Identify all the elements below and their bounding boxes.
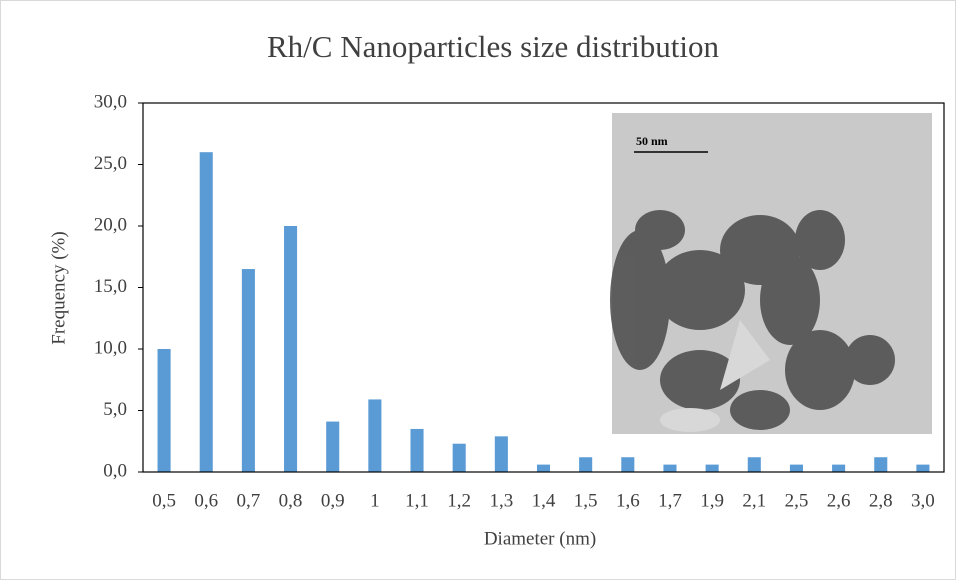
- x-tick-label: 1,6: [616, 490, 640, 511]
- y-tick-label: 10,0: [94, 337, 127, 358]
- x-tick-label: 0,8: [279, 490, 303, 511]
- y-tick-label: 15,0: [94, 276, 127, 297]
- bar: [200, 152, 213, 472]
- x-tick-label: 1,7: [658, 490, 682, 511]
- bar: [284, 226, 297, 472]
- scale-bar-label: 50 nm: [636, 134, 668, 148]
- y-tick-label: 20,0: [94, 214, 127, 235]
- bar: [410, 429, 423, 472]
- x-tick-label: 2,6: [827, 490, 851, 511]
- x-tick-label: 2,1: [742, 490, 766, 511]
- x-tick-label: 1,2: [447, 490, 471, 511]
- bar: [453, 444, 466, 472]
- bar: [748, 457, 761, 472]
- bar: [242, 269, 255, 472]
- x-tick-label: 1,9: [700, 490, 724, 511]
- y-tick-label: 30,0: [94, 91, 127, 112]
- x-tick-label: 1: [370, 490, 380, 511]
- y-tick-label: 0,0: [103, 460, 127, 481]
- y-tick-label: 5,0: [103, 399, 127, 420]
- x-tick-label: 2,5: [785, 490, 809, 511]
- x-tick-label: 1,1: [405, 490, 429, 511]
- x-tick-label: 0,6: [194, 490, 218, 511]
- bar: [326, 422, 339, 472]
- x-axis-title: Diameter (nm): [484, 528, 596, 549]
- tem-inset: 50 nm: [610, 113, 932, 434]
- x-tick-label: 0,7: [237, 490, 261, 511]
- bar: [495, 436, 508, 472]
- bar: [790, 465, 803, 472]
- y-axis-title: Frequency (%): [48, 231, 69, 344]
- bar: [832, 465, 845, 472]
- chart: Rh/C Nanoparticles size distribution Dia…: [0, 0, 956, 580]
- chart-title: Rh/C Nanoparticles size distribution: [267, 29, 720, 64]
- bar: [874, 457, 887, 472]
- bar: [621, 457, 634, 472]
- x-tick-label: 0,9: [321, 490, 345, 511]
- y-tick-label: 25,0: [94, 153, 127, 174]
- bar: [916, 465, 929, 472]
- bar: [706, 465, 719, 472]
- x-tick-label: 1,4: [532, 490, 556, 511]
- bar: [663, 465, 676, 472]
- x-tick-label: 0,5: [152, 490, 176, 511]
- x-tick-label: 1,5: [574, 490, 598, 511]
- bar: [579, 457, 592, 472]
- bar: [537, 465, 550, 472]
- x-tick-label: 3,0: [911, 490, 935, 511]
- bar: [158, 349, 171, 472]
- x-tick-label: 2,8: [869, 490, 893, 511]
- x-tick-label: 1,3: [489, 490, 513, 511]
- bar: [368, 399, 381, 472]
